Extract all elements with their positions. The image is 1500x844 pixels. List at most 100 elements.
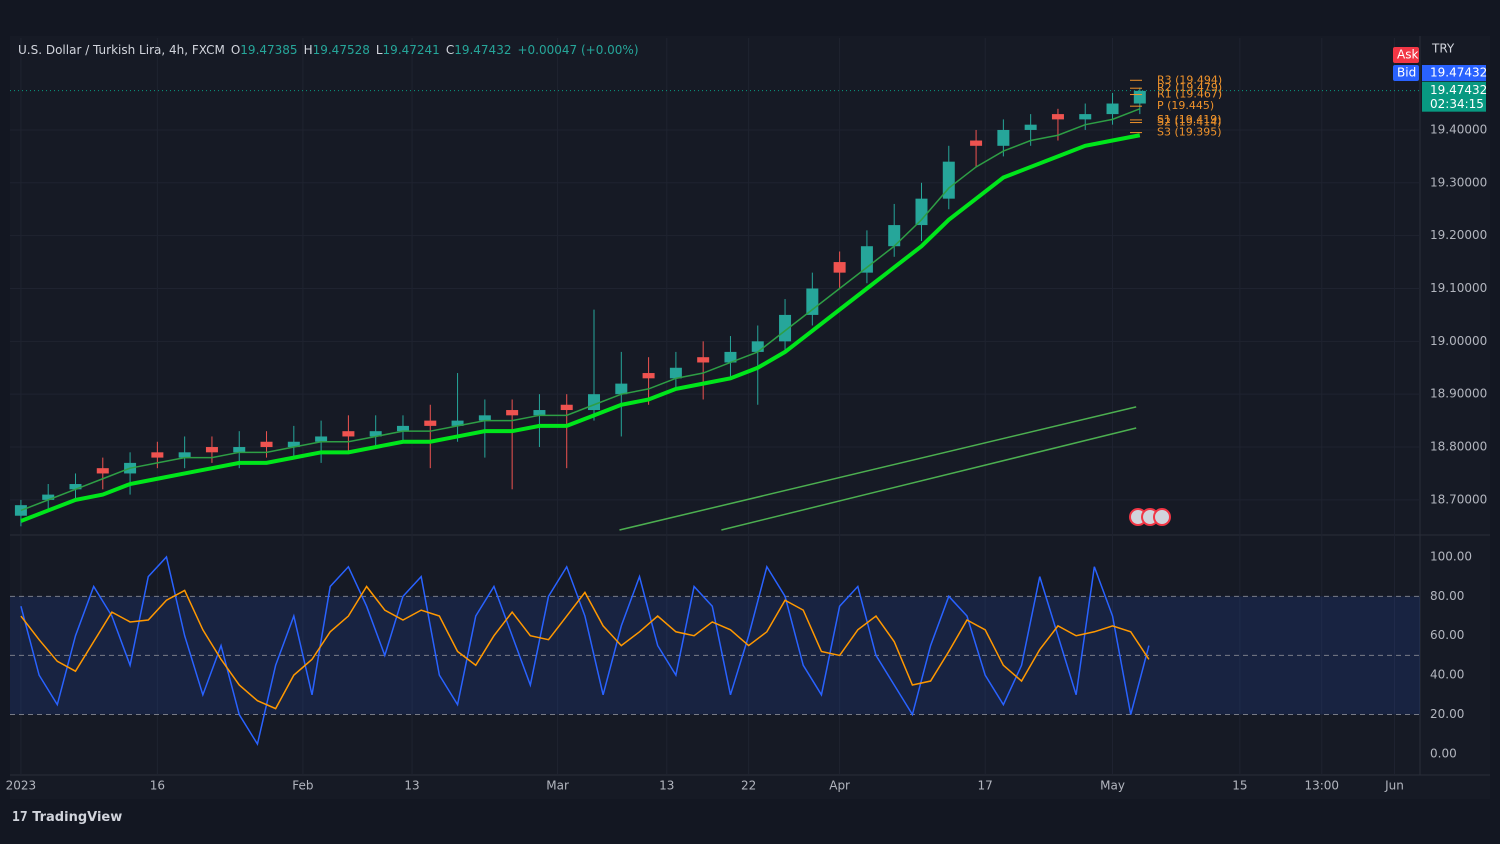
pivot-label: S3 (19.395) xyxy=(1157,126,1222,139)
candle-body xyxy=(396,425,409,432)
x-tick-label: Feb xyxy=(292,779,313,793)
candle-body xyxy=(178,452,191,458)
ohlc-value: 19.47432 xyxy=(454,43,512,57)
x-tick-label: 22 xyxy=(741,779,756,793)
brand-name: TradingView xyxy=(32,810,123,825)
x-tick-label: 17 xyxy=(978,779,993,793)
countdown: 02:34:15 xyxy=(1430,97,1484,111)
bid-box xyxy=(1393,65,1419,81)
y-tick-label: 18.70000 xyxy=(1430,492,1487,506)
bid-label: Bid xyxy=(1397,66,1416,80)
stoch-line xyxy=(20,555,1150,747)
ask-label: Ask xyxy=(1397,48,1418,62)
ohlc-value: 19.47241 xyxy=(382,43,440,57)
y-tick-label: 18.90000 xyxy=(1430,387,1487,401)
pivot-label: R2 (19.479) xyxy=(1157,81,1222,94)
ask-box xyxy=(1393,47,1419,63)
y-tick-label: 19.30000 xyxy=(1430,175,1487,189)
stoch-line xyxy=(20,585,1150,710)
candle-body xyxy=(970,140,983,146)
y-tick-label: 100.00 xyxy=(1430,549,1472,563)
candle-body xyxy=(615,383,628,395)
bid-value: 19.47432 xyxy=(1430,66,1487,80)
x-tick-label: 2023 xyxy=(6,779,37,793)
pivot-label: P (19.445) xyxy=(1157,99,1214,112)
trendline xyxy=(619,406,1137,531)
candle-body xyxy=(506,410,519,416)
candle-body xyxy=(697,357,710,363)
y-tick-label: 18.80000 xyxy=(1430,440,1487,454)
candle-body xyxy=(860,246,873,273)
candle-body xyxy=(806,288,819,315)
candle-body xyxy=(724,351,737,363)
x-tick-label: 16 xyxy=(150,779,165,793)
candle-body xyxy=(424,420,437,426)
candle-body xyxy=(369,431,382,437)
y-tick-label: 19.20000 xyxy=(1430,228,1487,242)
candle-body xyxy=(451,420,464,426)
candle-body xyxy=(533,410,546,416)
candle-body xyxy=(779,314,792,342)
candle-body xyxy=(205,447,218,453)
candle-body xyxy=(315,436,328,442)
pivot-label: S2 (19.414) xyxy=(1157,116,1222,129)
candle-body xyxy=(833,262,846,273)
candle-body xyxy=(588,394,601,411)
y-tick-label: 0.00 xyxy=(1430,746,1457,760)
candle-body xyxy=(1133,90,1146,104)
candle-body xyxy=(915,198,928,226)
candle-body xyxy=(478,415,491,421)
brand: 17 TradingView xyxy=(12,810,123,825)
moving-average xyxy=(20,108,1141,512)
x-tick-label: 13 xyxy=(659,779,674,793)
candle-body xyxy=(751,341,764,352)
x-tick-label: 15 xyxy=(1232,779,1247,793)
pivot-label: R1 (19.467) xyxy=(1157,88,1222,101)
candle-body xyxy=(96,468,109,474)
moving-average xyxy=(20,133,1141,523)
chart-panel xyxy=(10,36,1490,799)
candle-body xyxy=(888,225,901,247)
candle-body xyxy=(1051,114,1064,120)
ohlc-label: L xyxy=(375,43,383,57)
x-tick-label: Mar xyxy=(546,779,569,793)
ohlc-value: 19.47385 xyxy=(240,43,298,57)
symbol-header: U.S. Dollar / Turkish Lira, 4h, FXCM O19.… xyxy=(18,43,645,57)
ohlc-label: O xyxy=(230,43,241,57)
trendline xyxy=(721,427,1137,531)
x-tick-label: Apr xyxy=(829,779,850,793)
candle-body xyxy=(669,367,682,379)
ohlc-label: H xyxy=(303,43,313,57)
x-tick-label: 13 xyxy=(404,779,419,793)
candle-body xyxy=(42,494,55,500)
x-tick-label: Jun xyxy=(1384,779,1404,793)
last-price-box xyxy=(1422,81,1486,112)
bid-value-box xyxy=(1422,65,1486,81)
candle-body xyxy=(233,447,246,453)
y-tick-label: 19.00000 xyxy=(1430,334,1487,348)
price-change: +0.00047 (+0.00%) xyxy=(517,43,639,57)
candle-body xyxy=(942,161,955,199)
y-tick-label: 19.40000 xyxy=(1430,122,1487,136)
y-tick-label: 19.10000 xyxy=(1430,281,1487,295)
pivot-label: S1 (19.419) xyxy=(1157,113,1222,126)
candle-body xyxy=(560,404,573,411)
candle-body xyxy=(1106,103,1119,115)
x-tick-label: May xyxy=(1100,779,1125,793)
candle-body xyxy=(287,441,300,448)
symbol-title: U.S. Dollar / Turkish Lira, 4h, FXCM xyxy=(18,43,225,57)
candle-body xyxy=(1079,114,1092,120)
pivot-label: R3 (19.494) xyxy=(1157,73,1222,86)
candle-body xyxy=(342,431,355,437)
y-tick-label: 80.00 xyxy=(1430,589,1464,603)
candle-body xyxy=(642,373,655,379)
y-tick-label: 20.00 xyxy=(1430,707,1464,721)
ohlc-label: C xyxy=(445,43,455,57)
y-tick-label: 40.00 xyxy=(1430,668,1464,682)
candle-body xyxy=(69,484,82,490)
last-price: 19.47432 xyxy=(1430,83,1487,97)
candle-body xyxy=(997,129,1010,146)
currency: TRY xyxy=(1431,42,1455,56)
